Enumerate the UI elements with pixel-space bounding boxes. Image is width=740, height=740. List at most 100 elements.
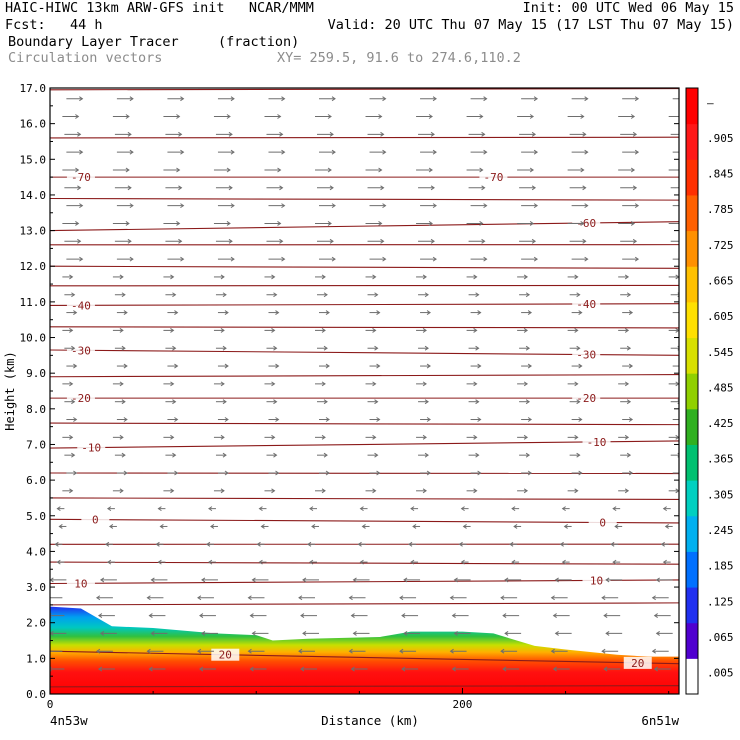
wind-vector <box>264 221 282 226</box>
contour-label: 20 <box>219 649 232 662</box>
y-tick-label: 8.0 <box>26 403 46 416</box>
wind-vector <box>165 238 183 244</box>
wind-vector <box>315 488 326 494</box>
wind-vector <box>365 274 377 280</box>
wind-vector <box>50 597 63 599</box>
wind-vector <box>622 363 634 369</box>
wind-vector <box>466 274 478 280</box>
contour-line <box>50 374 679 378</box>
wind-vector <box>365 167 383 173</box>
wind-vector <box>311 524 320 529</box>
wind-vector <box>365 434 377 440</box>
wind-vector <box>418 131 435 137</box>
wind-vector <box>620 131 638 137</box>
wind-vector <box>451 666 469 672</box>
wind-vector <box>569 185 587 191</box>
wind-vector <box>206 541 214 547</box>
wind-vector <box>62 221 80 226</box>
wind-vector <box>449 648 467 654</box>
init-time: Init: 00 UTC Wed 06 May 15 <box>522 0 734 16</box>
wind-vector <box>470 149 488 155</box>
wind-vector <box>266 185 284 191</box>
wind-vector <box>213 221 231 226</box>
colorbar-swatch <box>686 159 698 196</box>
wind-vector <box>155 541 164 547</box>
wind-vector <box>367 238 385 244</box>
wind-vector <box>618 488 630 494</box>
wind-vector <box>268 149 286 155</box>
contour-line <box>50 440 679 449</box>
wind-vector <box>567 381 579 387</box>
wind-vector <box>315 327 326 333</box>
wind-vector <box>197 595 214 601</box>
wind-vector <box>268 417 280 422</box>
wind-vector <box>612 559 621 565</box>
wind-vector <box>112 434 124 440</box>
wind-vector <box>217 363 229 369</box>
wind-vector <box>163 488 175 494</box>
colorbar-label: .905 <box>707 132 734 145</box>
colorbar-frame <box>685 87 699 695</box>
colorbar-label: .785 <box>707 203 734 216</box>
wind-vector <box>64 185 82 191</box>
wind-vector <box>668 434 679 440</box>
wind-vector <box>167 203 185 209</box>
wind-vector <box>517 167 535 173</box>
contour-label: -10 <box>81 442 101 455</box>
wind-vector <box>672 472 679 474</box>
x-tick-label: 0 <box>47 698 54 711</box>
wind-vector <box>420 470 431 476</box>
wind-vector <box>418 399 429 405</box>
wind-vector <box>453 630 471 636</box>
wind-vector <box>408 541 417 547</box>
contour-line <box>50 265 679 269</box>
wind-vector <box>217 256 235 262</box>
wind-vector <box>567 327 579 333</box>
contour-label-bg <box>572 348 601 361</box>
wind-vector <box>466 221 484 226</box>
wind-vector <box>66 149 84 155</box>
wind-vector <box>668 274 679 280</box>
wind-vector <box>668 222 679 224</box>
wind-vector <box>662 559 671 565</box>
wind-vector <box>655 630 673 636</box>
wind-vector <box>116 310 128 315</box>
wind-vector <box>620 452 632 458</box>
wind-vector <box>369 363 381 369</box>
wind-vector <box>672 312 679 314</box>
wind-vector <box>319 470 330 476</box>
contour-label: 10 <box>74 577 87 590</box>
contour-label: -60 <box>576 217 596 230</box>
wind-vector <box>567 167 585 173</box>
wind-vector <box>521 96 539 102</box>
wind-vector <box>352 577 370 583</box>
wind-vector <box>416 274 427 280</box>
wind-vector <box>319 310 330 315</box>
wind-vector <box>504 630 522 636</box>
wind-vector <box>114 131 132 137</box>
y-tick-label: 0.0 <box>26 688 46 701</box>
wind-vector <box>462 524 471 529</box>
wind-vector <box>266 399 278 405</box>
colorbar: .005 .065 .125 .185 .245 .305 .365 .425 .485 .545… <box>685 87 734 695</box>
wind-vector <box>266 131 284 137</box>
colorbar-label: – <box>707 96 714 109</box>
wind-vector <box>561 506 570 512</box>
wind-vector <box>247 595 265 601</box>
wind-vector <box>266 452 278 458</box>
wind-vector <box>416 381 427 387</box>
wind-vector <box>167 149 185 155</box>
contour-label-bg <box>77 441 106 454</box>
wind-vector <box>66 96 84 102</box>
wind-vector <box>114 238 132 244</box>
wind-vector <box>601 648 619 654</box>
wind-vector <box>519 452 531 458</box>
wind-vector <box>157 559 166 565</box>
wind-vector <box>319 149 336 155</box>
wind-vector <box>264 327 276 333</box>
wind-vector <box>95 648 113 654</box>
wind-vector <box>401 666 419 672</box>
wind-vector <box>249 613 267 618</box>
wind-vector <box>298 595 316 601</box>
wind-vector <box>112 274 124 280</box>
